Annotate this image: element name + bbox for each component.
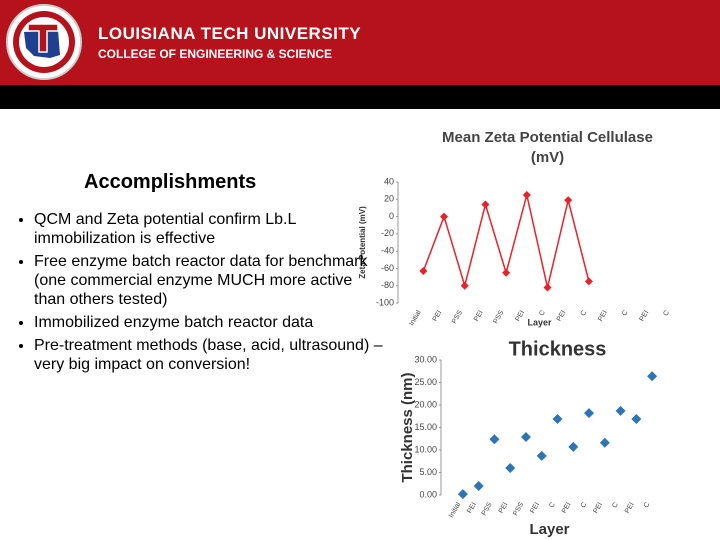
x-tick-label: PEI [597,309,609,322]
bullet: QCM and Zeta potential confirm Lb.L immo… [34,210,384,248]
marker [631,413,642,424]
y-tick-label: -40 [381,246,394,256]
y-tick-label: 30.00 [414,354,437,364]
x-tick-label: C [538,309,547,317]
x-tick-label: C [621,309,630,317]
y-tick-label: -60 [381,263,394,273]
x-tick-label: Initial [448,501,462,519]
x-axis-label: Layer [529,521,569,538]
x-tick-label: PEI [556,309,568,322]
marker [615,405,626,416]
y-tick-label: -20 [381,228,394,238]
marker [473,481,484,491]
x-tick-label: PEI [529,501,541,514]
y-tick-label: 10.00 [414,444,437,454]
x-axis-label: Layer [527,317,552,327]
x-tick-label: PSS [481,501,494,517]
x-tick-label: C [662,309,671,317]
marker [489,434,500,445]
x-tick-label: PEI [473,309,485,322]
logo [6,4,82,80]
y-tick-label: 5.00 [419,467,437,477]
y-tick-label: -80 [381,280,394,290]
section-title: Accomplishments [84,171,257,193]
marker [536,450,547,461]
marker [440,212,449,221]
y-tick-label: -100 [376,297,394,307]
marker [522,190,531,199]
x-tick-label: PEI [592,501,604,514]
marker [584,277,593,286]
y-tick-label: 20 [384,194,394,204]
x-tick-label: C [580,309,589,317]
x-tick-label: C [580,501,589,509]
chart-title: Thickness [509,338,607,360]
title-line: Mean Zeta Potential Cellulase [442,129,653,146]
y-tick-label: 25.00 [414,377,437,387]
y-axis-label: Thickness (nm) [399,372,416,482]
marker [568,441,579,452]
y-tick-label: 0 [389,211,394,221]
header-subtitle: COLLEGE OF ENGINEERING & SCIENCE [98,47,333,61]
header-title: LOUISIANA TECH UNIVERSITY [98,24,362,43]
chart-title: Mean Zeta Potential Cellulase (mV) [442,129,653,166]
x-tick-label: C [611,501,620,509]
x-tick-label: PEI [466,501,478,514]
marker [505,463,516,473]
y-tick-label: 20.00 [414,399,437,409]
x-tick-label: PEI [624,501,636,514]
y-tick-label: 40 [384,176,394,186]
marker [520,431,531,442]
marker [564,196,573,205]
x-tick-label: PEI [514,309,526,322]
header: LOUISIANA TECH UNIVERSITY COLLEGE OF ENG… [0,0,720,85]
x-tick-label: C [643,501,652,509]
x-tick-label: PEI [639,309,651,322]
marker [552,413,563,424]
header-bar [0,85,720,109]
y-axis-label: Zeta Potential (mV) [358,206,367,279]
marker [502,268,511,277]
marker [543,283,552,292]
x-tick-label: PSS [451,309,464,325]
marker [419,267,428,276]
title-line: (mV) [531,149,564,166]
bullet: Immobilized enzyme batch reactor data [34,313,384,332]
x-tick-label: PEI [561,501,573,514]
marker [457,489,468,500]
x-tick-label: PEI [498,501,510,514]
bullet: Free enzyme batch reactor data for bench… [34,252,384,309]
x-tick-label: PEI [432,309,444,322]
marker [460,281,469,290]
y-tick-label: 15.00 [414,422,437,432]
x-tick-label: PSS [512,501,525,517]
x-tick-label: Initial [408,309,422,327]
x-tick-label: PSS [492,309,505,325]
x-tick-label: C [548,501,557,509]
marker [647,371,658,382]
marker [481,200,490,209]
marker [584,408,595,419]
bullet-list: QCM and Zeta potential confirm Lb.L immo… [6,210,384,378]
bullet: Pre-treatment methods (base, acid, ultra… [34,336,384,374]
y-tick-label: 0.00 [419,489,437,499]
marker [599,437,610,448]
